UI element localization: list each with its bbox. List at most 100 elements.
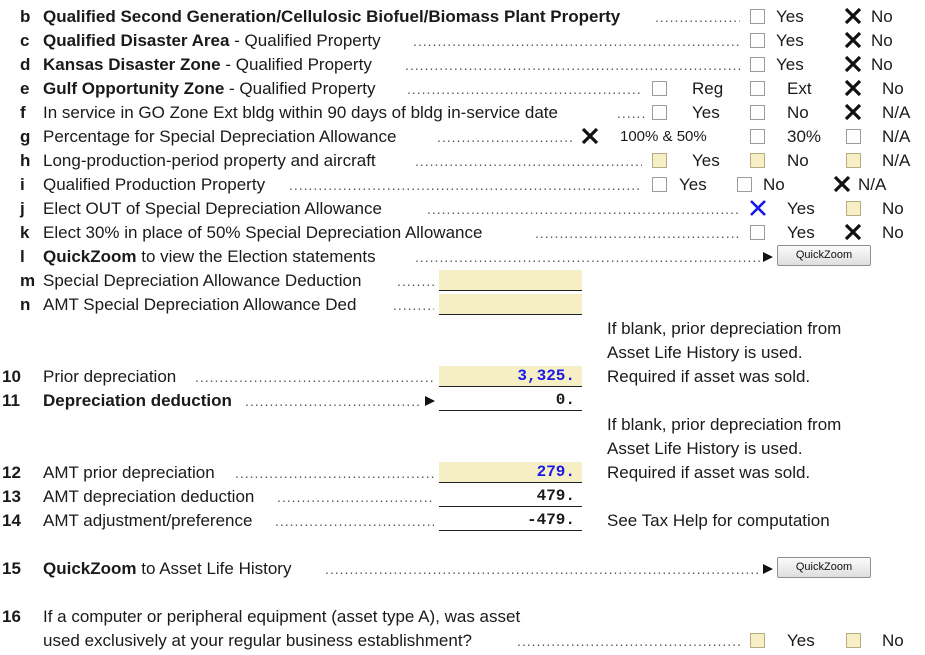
checked-x-icon[interactable]: [842, 53, 864, 75]
no-checkbox[interactable]: [846, 201, 861, 216]
row-letter: g: [20, 127, 31, 146]
row-letter: e: [20, 79, 30, 98]
yes-label: Yes: [692, 103, 720, 122]
line-number: 10: [2, 367, 21, 386]
line-10: 10 Prior depreciation ..................…: [0, 365, 925, 389]
row-label: In service in GO Zone Ext bldg within 90…: [43, 103, 558, 122]
row-label: Special Depreciation Allowance Deduction: [43, 271, 362, 290]
reg-checkbox[interactable]: [652, 81, 667, 96]
amt-special-depreciation-field[interactable]: [439, 294, 582, 315]
reg-label: Reg: [692, 79, 724, 98]
row-label: QuickZoom to view the Election statement…: [43, 247, 376, 266]
ext-label: Ext: [787, 79, 812, 98]
ext-checkbox[interactable]: [750, 81, 765, 96]
row-m: m Special Depreciation Allowance Deducti…: [0, 269, 925, 293]
line-label: AMT prior depreciation: [43, 463, 215, 482]
row-label: Qualified Production Property: [43, 175, 266, 194]
checked-x-icon[interactable]: [842, 29, 864, 51]
na-label: N/A: [882, 103, 911, 122]
checked-x-icon[interactable]: [831, 173, 853, 195]
line-number: 15: [2, 559, 21, 578]
yes-checkbox[interactable]: [750, 225, 765, 240]
arrow-right-icon: [763, 252, 773, 262]
yes-checkbox[interactable]: [652, 153, 667, 168]
percent-30-checkbox[interactable]: [750, 129, 765, 144]
prior-depreciation-field[interactable]: 3,325.: [439, 366, 582, 387]
amt-prior-depreciation-note: If blank, prior depreciation from Asset …: [607, 415, 842, 482]
no-label: No: [882, 199, 904, 218]
yes-label: Yes: [692, 151, 720, 170]
na-label: N/A: [882, 151, 911, 170]
row-label: Long-production-period property and airc…: [43, 151, 376, 170]
yes-label: Yes: [787, 199, 815, 218]
na-checkbox[interactable]: [846, 153, 861, 168]
arrow-right-icon: [763, 564, 773, 574]
row-label: AMT Special Depreciation Allowance Ded: [43, 295, 357, 314]
line-11: 11 Depreciation deduction ..............…: [0, 389, 925, 413]
yes-checkbox[interactable]: [750, 633, 765, 648]
line-number: 13: [2, 487, 21, 506]
no-label: No: [882, 631, 904, 650]
no-label: No: [871, 31, 893, 50]
na-label: N/A: [858, 175, 887, 194]
row-letter: f: [20, 103, 26, 122]
line-number: 11: [2, 391, 20, 410]
line-14: 14 AMT adjustment/preference ...........…: [2, 510, 830, 531]
no-checkbox[interactable]: [737, 177, 752, 192]
checked-x-icon[interactable]: [747, 197, 769, 219]
na-checkbox[interactable]: [846, 129, 861, 144]
no-checkbox[interactable]: [750, 105, 765, 120]
row-letter: m: [20, 271, 36, 290]
line-16-cont: used exclusively at your regular busines…: [43, 631, 904, 650]
no-label: No: [882, 79, 904, 98]
row-f: f In service in GO Zone Ext bldg within …: [20, 101, 911, 123]
row-b: b Qualified Second Generation/Cellulosic…: [20, 5, 893, 27]
row-letter: l: [20, 247, 25, 266]
row-g: g Percentage for Special Depreciation Al…: [20, 125, 911, 147]
row-k: k Elect 30% in place of 50% Special Depr…: [20, 221, 904, 243]
row-label: Qualified Disaster Area - Qualified Prop…: [43, 31, 381, 50]
line-label: used exclusively at your regular busines…: [43, 631, 473, 650]
no-checkbox[interactable]: [750, 153, 765, 168]
row-j: j Elect OUT of Special Depreciation Allo…: [20, 197, 904, 219]
checked-x-icon[interactable]: [842, 101, 864, 123]
row-label: Kansas Disaster Zone - Qualified Propert…: [43, 55, 372, 74]
percent-100-50-label: 100% & 50%: [620, 128, 707, 145]
line-16: 16 If a computer or peripheral equipment…: [0, 605, 925, 629]
yes-checkbox[interactable]: [750, 57, 765, 72]
arrow-right-icon: [425, 396, 435, 406]
yes-label: Yes: [787, 223, 815, 242]
row-i: i Qualified Production Property ........…: [20, 173, 887, 195]
line-label: AMT depreciation deduction: [43, 487, 255, 506]
line-label: AMT adjustment/preference: [43, 511, 253, 530]
checked-x-icon[interactable]: [579, 125, 601, 147]
quickzoom-asset-history-button[interactable]: QuickZoom: [777, 557, 871, 578]
amt-prior-depreciation-field[interactable]: 279.: [439, 462, 582, 483]
checked-x-icon[interactable]: [842, 221, 864, 243]
yes-label: Yes: [776, 31, 804, 50]
yes-checkbox[interactable]: [750, 33, 765, 48]
yes-checkbox[interactable]: [652, 105, 667, 120]
row-letter: c: [20, 31, 30, 50]
checked-x-icon[interactable]: [842, 77, 864, 99]
yes-label: Yes: [776, 55, 804, 74]
row-letter: n: [20, 295, 31, 314]
row-label: Elect OUT of Special Depreciation Allowa…: [43, 199, 382, 218]
row-label: Qualified Second Generation/Cellulosic B…: [43, 7, 621, 26]
yes-checkbox[interactable]: [750, 9, 765, 24]
amt-adjustment-field: -479.: [439, 510, 582, 531]
yes-checkbox[interactable]: [652, 177, 667, 192]
quickzoom-election-button[interactable]: QuickZoom: [777, 245, 871, 266]
row-c: c Qualified Disaster Area - Qualified Pr…: [20, 29, 893, 51]
row-label: Gulf Opportunity Zone - Qualified Proper…: [43, 79, 376, 98]
line-number: 16: [2, 607, 21, 626]
special-depreciation-deduction-field[interactable]: [439, 270, 582, 291]
checked-x-icon[interactable]: [842, 5, 864, 27]
row-d: d Kansas Disaster Zone - Qualified Prope…: [20, 53, 893, 75]
amt-depreciation-deduction-field: 479.: [439, 486, 582, 507]
line-label: Depreciation deduction: [43, 391, 232, 410]
row-letter: j: [20, 199, 25, 218]
line-12: 12 AMT prior depreciation ..............…: [0, 461, 925, 485]
no-checkbox[interactable]: [846, 633, 861, 648]
line-label: QuickZoom to Asset Life History: [43, 559, 292, 578]
